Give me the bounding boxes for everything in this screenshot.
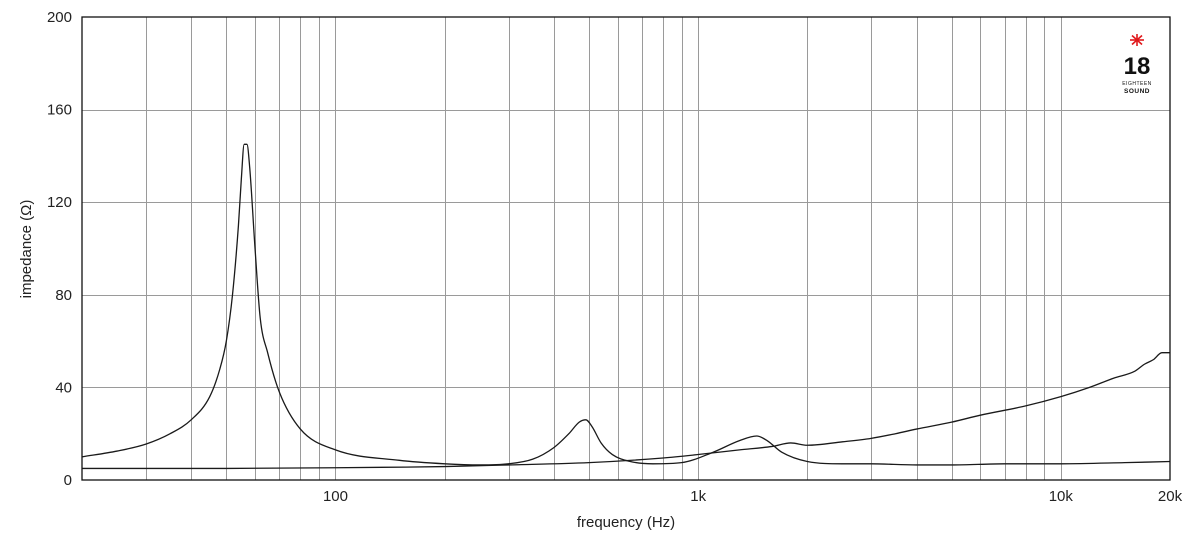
- x-tick-label: 20k: [1158, 488, 1183, 505]
- series-line-2: [82, 352, 1170, 470]
- x-tick-label: 1k: [690, 488, 706, 505]
- series-line-1: [81, 143, 1171, 466]
- grid: [82, 17, 1170, 480]
- logo-number: 18: [1124, 53, 1151, 80]
- series-group: [81, 143, 1171, 470]
- y-tick-label: 160: [47, 102, 72, 119]
- brand-logo: 18 EIGHTEEN SOUND: [1122, 34, 1152, 95]
- x-axis-title: frequency (Hz): [577, 514, 675, 531]
- y-tick-labels: 0 40 80 120 160 200: [47, 9, 72, 489]
- star-icon: [1130, 34, 1144, 46]
- plot-frame: [81, 16, 1171, 481]
- x-tick-label: 10k: [1049, 488, 1074, 505]
- y-tick-label: 80: [55, 287, 72, 304]
- y-axis-title: impedance (Ω): [18, 200, 35, 299]
- y-tick-label: 200: [47, 9, 72, 26]
- y-tick-label: 0: [64, 472, 72, 489]
- x-tick-labels: 100 1k 10k 20k: [323, 488, 1183, 505]
- logo-line2: SOUND: [1124, 88, 1150, 95]
- y-tick-label: 120: [47, 194, 72, 211]
- logo-line1: EIGHTEEN: [1122, 81, 1152, 87]
- x-tick-label: 100: [323, 488, 348, 505]
- y-tick-label: 40: [55, 379, 72, 396]
